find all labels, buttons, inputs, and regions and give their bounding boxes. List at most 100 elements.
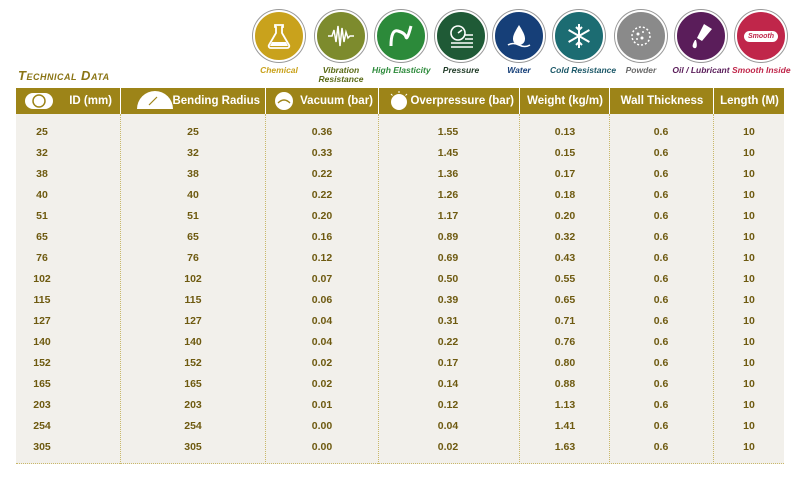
cell-wall: 0.6 <box>653 336 669 348</box>
column-header-over: Overpressure (bar) <box>378 88 520 114</box>
cell-wall: 0.6 <box>653 378 669 390</box>
powder-icon <box>615 10 667 62</box>
cell-len: 10 <box>743 252 755 264</box>
cell-over: 1.17 <box>437 210 459 222</box>
pressure-feature: Pressure <box>432 10 490 75</box>
cold-resistance-icon <box>553 10 605 62</box>
column-label: Overpressure (bar) <box>410 95 514 107</box>
vibration-resistance-icon <box>315 10 367 62</box>
cell-weight: 1.41 <box>554 420 576 432</box>
cell-over: 0.02 <box>437 441 459 453</box>
feature-label: Cold Resistance <box>550 65 617 75</box>
cell-over: 0.12 <box>437 399 459 411</box>
feature-label: Oil / Lubricant <box>672 65 730 75</box>
cell-weight: 1.63 <box>554 441 576 453</box>
cell-over: 0.69 <box>437 252 459 264</box>
cell-weight: 0.17 <box>554 168 576 180</box>
feature-label: Smooth Inside <box>732 65 791 75</box>
cell-wall: 0.6 <box>653 420 669 432</box>
feature-label: Pressure <box>442 65 480 75</box>
cell-len: 10 <box>743 189 755 201</box>
cell-vac: 0.12 <box>311 252 333 264</box>
cell-vac: 0.36 <box>311 126 333 138</box>
pressure-icon <box>435 10 487 62</box>
cell-bend: 76 <box>187 252 199 264</box>
column-header-weight: Weight (kg/m) <box>519 88 610 114</box>
cell-wall: 0.6 <box>653 315 669 327</box>
table-row: 40 40 0.22 1.26 0.18 0.6 10 <box>16 185 784 206</box>
cell-len: 10 <box>743 336 755 348</box>
table-header: ID (mm) Bending Radius Vacuum (bar) Overpre… <box>16 88 784 114</box>
cell-len: 10 <box>743 147 755 159</box>
cell-id: 165 <box>33 378 51 390</box>
cell-vac: 0.16 <box>311 231 333 243</box>
column-header-id: ID (mm) <box>16 88 120 114</box>
cell-bend: 40 <box>187 189 199 201</box>
cell-over: 0.17 <box>437 357 459 369</box>
cell-vac: 0.04 <box>311 336 333 348</box>
cell-vac: 0.00 <box>311 420 333 432</box>
cell-id: 115 <box>33 294 51 306</box>
cell-wall: 0.6 <box>653 441 669 453</box>
vibration-resistance-feature: Vibration Resistance <box>312 10 370 84</box>
cell-len: 10 <box>743 273 755 285</box>
cell-over: 1.45 <box>437 147 459 159</box>
oil-lubricant-feature: Oil / Lubricant <box>672 10 730 75</box>
smooth-inside-icon: Smooth <box>735 10 787 62</box>
cell-wall: 0.6 <box>653 147 669 159</box>
cell-len: 10 <box>743 399 755 411</box>
cell-weight: 0.43 <box>554 252 576 264</box>
table-row: 32 32 0.33 1.45 0.15 0.6 10 <box>16 143 784 164</box>
cell-wall: 0.6 <box>653 126 669 138</box>
feature-label: Chemical <box>260 65 298 75</box>
table-row: 76 76 0.12 0.69 0.43 0.6 10 <box>16 248 784 269</box>
cell-wall: 0.6 <box>653 252 669 264</box>
cell-bend: 127 <box>184 315 202 327</box>
feature-label: Powder <box>625 65 657 75</box>
cell-len: 10 <box>743 294 755 306</box>
cell-weight: 0.55 <box>554 273 576 285</box>
cell-bend: 152 <box>184 357 202 369</box>
column-label: Bending Radius <box>172 95 260 107</box>
cell-bend: 115 <box>184 294 202 306</box>
cell-vac: 0.01 <box>311 399 333 411</box>
table-row: 165 165 0.02 0.14 0.88 0.6 10 <box>16 374 784 395</box>
cell-wall: 0.6 <box>653 399 669 411</box>
cell-id: 203 <box>33 399 51 411</box>
cell-over: 0.04 <box>437 420 459 432</box>
feature-label: Vibration Resistance <box>318 65 364 84</box>
cell-id: 25 <box>36 126 48 138</box>
cell-vac: 0.22 <box>311 189 333 201</box>
cold-resistance-feature: Cold Resistance <box>550 10 617 75</box>
cell-id: 40 <box>36 189 48 201</box>
column-divider <box>265 114 266 464</box>
cell-bend: 165 <box>184 378 202 390</box>
cell-len: 10 <box>743 231 755 243</box>
table-row: 152 152 0.02 0.17 0.80 0.6 10 <box>16 353 784 374</box>
cell-weight: 0.65 <box>554 294 576 306</box>
cell-bend: 38 <box>187 168 199 180</box>
cell-vac: 0.02 <box>311 357 333 369</box>
cell-weight: 0.20 <box>554 210 576 222</box>
feature-label: High Elasticity <box>372 65 431 75</box>
cell-wall: 0.6 <box>653 294 669 306</box>
cell-id: 140 <box>33 336 51 348</box>
cell-bend: 51 <box>187 210 199 222</box>
table-row: 305 305 0.00 0.02 1.63 0.6 10 <box>16 437 784 458</box>
table-row: 254 254 0.00 0.04 1.41 0.6 10 <box>16 416 784 437</box>
cell-wall: 0.6 <box>653 357 669 369</box>
water-icon <box>493 10 545 62</box>
smooth-badge-label: Smooth <box>743 30 779 42</box>
cell-bend: 32 <box>187 147 199 159</box>
cell-weight: 0.13 <box>554 126 576 138</box>
cell-vac: 0.00 <box>311 441 333 453</box>
column-label: Weight (kg/m) <box>527 95 603 107</box>
cell-weight: 0.32 <box>554 231 576 243</box>
cell-len: 10 <box>743 441 755 453</box>
cell-len: 10 <box>743 357 755 369</box>
column-label: Wall Thickness <box>620 95 704 107</box>
column-label: Length (M) <box>720 95 779 107</box>
column-label: ID (mm) <box>69 95 112 107</box>
cell-over: 1.36 <box>437 168 459 180</box>
high-elasticity-icon <box>375 10 427 62</box>
